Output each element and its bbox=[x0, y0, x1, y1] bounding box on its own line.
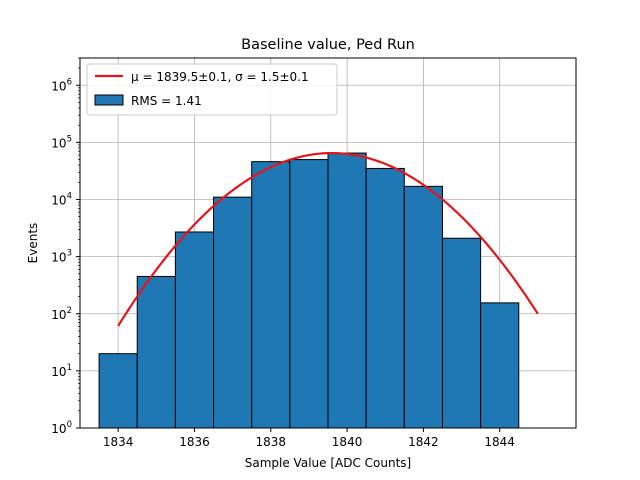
x-axis-ticks: 1834 1836 1838 1840 1842 1844 bbox=[103, 428, 515, 449]
y-axis-ticks: 100 101 102 103 104 105 106 bbox=[51, 57, 80, 436]
legend-rms-label: RMS = 1.41 bbox=[131, 94, 202, 108]
plot-frame bbox=[79, 57, 577, 429]
legend-fit-label: μ = 1839.5±0.1, σ = 1.5±0.1 bbox=[131, 70, 309, 84]
legend-bar-swatch bbox=[94, 94, 124, 106]
histogram-bar bbox=[327, 152, 367, 429]
histogram-bar bbox=[174, 231, 215, 429]
x-tick-label: 1838 bbox=[255, 435, 286, 449]
histogram-bar bbox=[289, 159, 329, 429]
histogram-bar bbox=[136, 275, 176, 429]
histogram-bars bbox=[98, 152, 520, 429]
y-tick-label: 103 bbox=[51, 249, 72, 265]
histogram-bar bbox=[251, 161, 291, 429]
y-tick-label: 106 bbox=[51, 77, 72, 93]
histogram-bar bbox=[403, 185, 443, 429]
x-tick-label: 1842 bbox=[408, 435, 439, 449]
y-axis-label: Events bbox=[26, 223, 40, 264]
y-tick-label: 102 bbox=[51, 306, 72, 322]
x-axis-label: Sample Value [ADC Counts] bbox=[245, 456, 411, 470]
legend: μ = 1839.5±0.1, σ = 1.5±0.1 RMS = 1.41 bbox=[86, 63, 338, 116]
histogram-bar bbox=[480, 302, 520, 429]
x-tick-label: 1844 bbox=[484, 435, 515, 449]
y-tick-label: 100 bbox=[51, 420, 72, 436]
x-tick-label: 1836 bbox=[179, 435, 210, 449]
histogram-bar bbox=[213, 196, 253, 429]
histogram-bar bbox=[98, 353, 138, 429]
x-tick-label: 1840 bbox=[332, 435, 363, 449]
y-tick-label: 101 bbox=[51, 363, 72, 379]
y-tick-label: 104 bbox=[51, 192, 72, 208]
fit-curve bbox=[117, 151, 539, 327]
x-tick-label: 1834 bbox=[103, 435, 134, 449]
histogram-bar bbox=[365, 167, 405, 429]
histogram-bar bbox=[441, 237, 482, 429]
chart-title: Baseline value, Ped Run bbox=[241, 37, 415, 53]
y-tick-label: 105 bbox=[51, 134, 72, 150]
legend-box bbox=[86, 63, 338, 116]
